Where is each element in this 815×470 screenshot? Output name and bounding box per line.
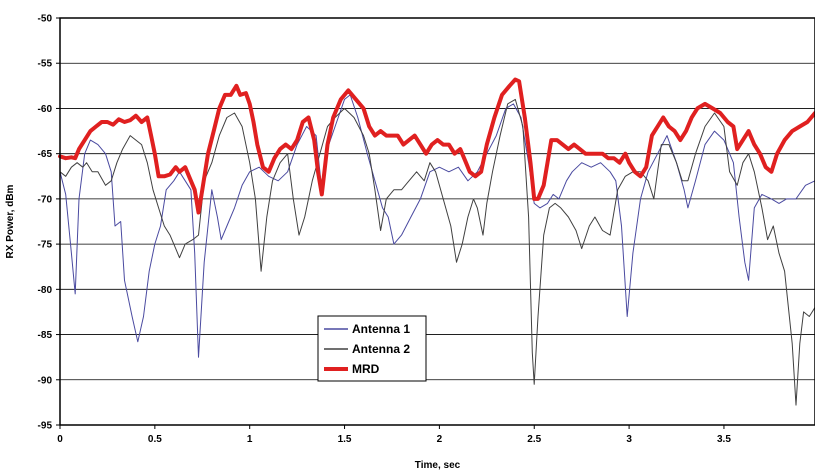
gridlines: [60, 17, 815, 426]
plot-area-border: [59, 17, 815, 426]
x-tick-label: 0.5: [148, 434, 162, 445]
legend-label: MRD: [352, 362, 380, 376]
legend: Antenna 1 Antenna 2 MRD: [317, 315, 427, 382]
series-line-antenna-1: [59, 94, 815, 358]
legend-label: Antenna 2: [352, 342, 410, 356]
y-tick-label: -50: [38, 14, 53, 25]
axis-ticks: -50 -55 -60 -65 -70 -75 -80 -85 -90 -95 0 0.5 1 1.5 2 2…: [38, 14, 732, 446]
y-tick-label: -70: [38, 194, 53, 205]
series-layer: [58, 77, 815, 406]
x-tick-label: 2.5: [527, 434, 541, 445]
y-tick-label: -85: [38, 330, 53, 341]
x-tick-label: 0: [57, 434, 63, 445]
x-axis-title: Time, sec: [415, 460, 461, 470]
y-tick-label: -80: [38, 285, 53, 296]
y-tick-label: -95: [38, 421, 53, 432]
x-tick-label: 1.5: [338, 434, 352, 445]
x-tick-label: 3.5: [717, 434, 731, 445]
series-line-antenna-2: [59, 98, 815, 406]
legend-label: Antenna 1: [352, 322, 410, 336]
series-line-mrd: [58, 77, 815, 215]
y-tick-label: -75: [38, 240, 53, 251]
x-tick-label: 1: [247, 434, 253, 445]
x-tick-label: 2: [437, 434, 443, 445]
x-tick-label: 3: [626, 434, 632, 445]
y-tick-label: -55: [38, 59, 53, 70]
y-tick-label: -65: [38, 149, 53, 160]
y-axis-title: RX Power, dBm: [5, 184, 16, 258]
y-tick-label: -60: [38, 104, 53, 115]
y-tick-label: -90: [38, 375, 53, 386]
